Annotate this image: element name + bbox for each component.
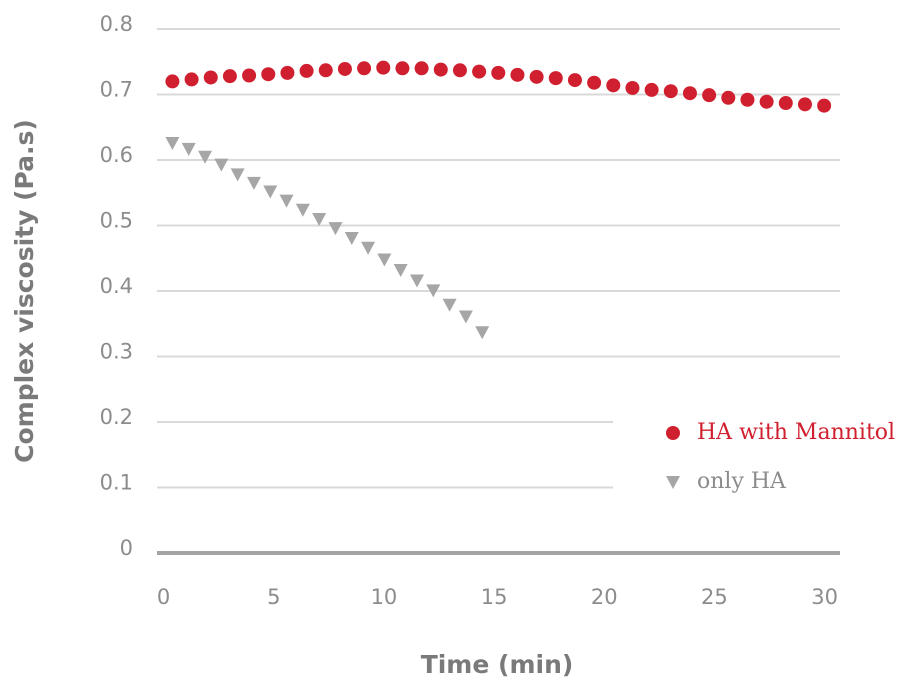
data-point bbox=[702, 88, 717, 103]
data-point bbox=[721, 90, 736, 105]
data-point bbox=[567, 73, 582, 88]
data-point bbox=[433, 62, 448, 77]
x-tick-label: 5 bbox=[267, 585, 280, 609]
y-tick-label: 0.6 bbox=[100, 143, 133, 167]
data-point bbox=[165, 74, 180, 89]
data-point bbox=[606, 78, 621, 93]
data-point bbox=[344, 231, 359, 245]
data-point bbox=[165, 136, 180, 150]
data-point bbox=[778, 96, 793, 111]
x-tick-label: 25 bbox=[701, 585, 728, 609]
y-tick-label: 0.1 bbox=[100, 471, 133, 495]
data-point bbox=[184, 72, 199, 87]
legend-label: HA with Mannitol bbox=[697, 420, 895, 445]
data-point bbox=[263, 185, 278, 199]
data-point bbox=[279, 194, 294, 208]
data-point bbox=[644, 82, 659, 97]
data-point bbox=[452, 63, 467, 78]
data-point bbox=[759, 94, 774, 109]
data-point bbox=[203, 70, 218, 85]
data-point bbox=[261, 67, 276, 82]
data-point bbox=[510, 67, 525, 82]
data-point bbox=[377, 253, 392, 267]
legend-marker bbox=[666, 476, 680, 489]
data-point bbox=[426, 284, 441, 298]
legend-marker bbox=[666, 426, 680, 440]
data-point bbox=[198, 150, 213, 164]
data-point bbox=[230, 168, 245, 182]
data-point bbox=[817, 98, 832, 113]
data-point bbox=[587, 75, 602, 90]
data-point bbox=[299, 63, 314, 78]
x-tick-label: 0 bbox=[157, 585, 170, 609]
data-point bbox=[242, 68, 257, 83]
data-point bbox=[395, 61, 410, 76]
x-tick-label: 10 bbox=[371, 585, 398, 609]
y-axis-label: Complex viscosity (Pa.s) bbox=[10, 119, 39, 463]
data-point bbox=[529, 69, 544, 84]
data-point bbox=[740, 92, 755, 107]
data-point bbox=[328, 222, 343, 236]
data-point bbox=[357, 61, 372, 76]
y-tick-label: 0.2 bbox=[100, 405, 133, 429]
y-tick-label: 0.8 bbox=[100, 12, 133, 36]
data-point bbox=[222, 69, 237, 84]
x-tick-label: 30 bbox=[811, 585, 838, 609]
data-point bbox=[295, 203, 310, 217]
data-point bbox=[442, 298, 457, 312]
data-point bbox=[472, 64, 487, 79]
y-tick-label: 0.7 bbox=[100, 78, 133, 102]
data-point bbox=[663, 84, 678, 99]
data-point bbox=[682, 86, 697, 101]
data-point bbox=[246, 176, 261, 190]
data-point bbox=[625, 80, 640, 95]
data-point bbox=[280, 65, 295, 80]
data-point bbox=[318, 63, 333, 78]
legend-label: only HA bbox=[697, 469, 787, 494]
x-tick-label: 15 bbox=[481, 585, 508, 609]
data-point bbox=[475, 326, 490, 340]
y-tick-label: 0.4 bbox=[100, 274, 133, 298]
data-point bbox=[361, 241, 376, 255]
x-axis-label: Time (min) bbox=[421, 650, 574, 679]
data-point bbox=[181, 142, 196, 156]
data-point bbox=[337, 61, 352, 76]
y-tick-label: 0 bbox=[120, 536, 133, 560]
y-tick-label: 0.3 bbox=[100, 340, 133, 364]
data-point bbox=[376, 60, 391, 75]
data-point bbox=[458, 310, 473, 324]
data-point bbox=[214, 158, 229, 172]
y-tick-label: 0.5 bbox=[100, 209, 133, 233]
data-point bbox=[393, 264, 408, 278]
data-point bbox=[797, 97, 812, 112]
data-point bbox=[409, 274, 424, 288]
data-point bbox=[491, 65, 506, 80]
data-point bbox=[548, 71, 563, 86]
data-point bbox=[312, 212, 327, 226]
data-point bbox=[414, 61, 429, 76]
x-tick-label: 20 bbox=[591, 585, 618, 609]
